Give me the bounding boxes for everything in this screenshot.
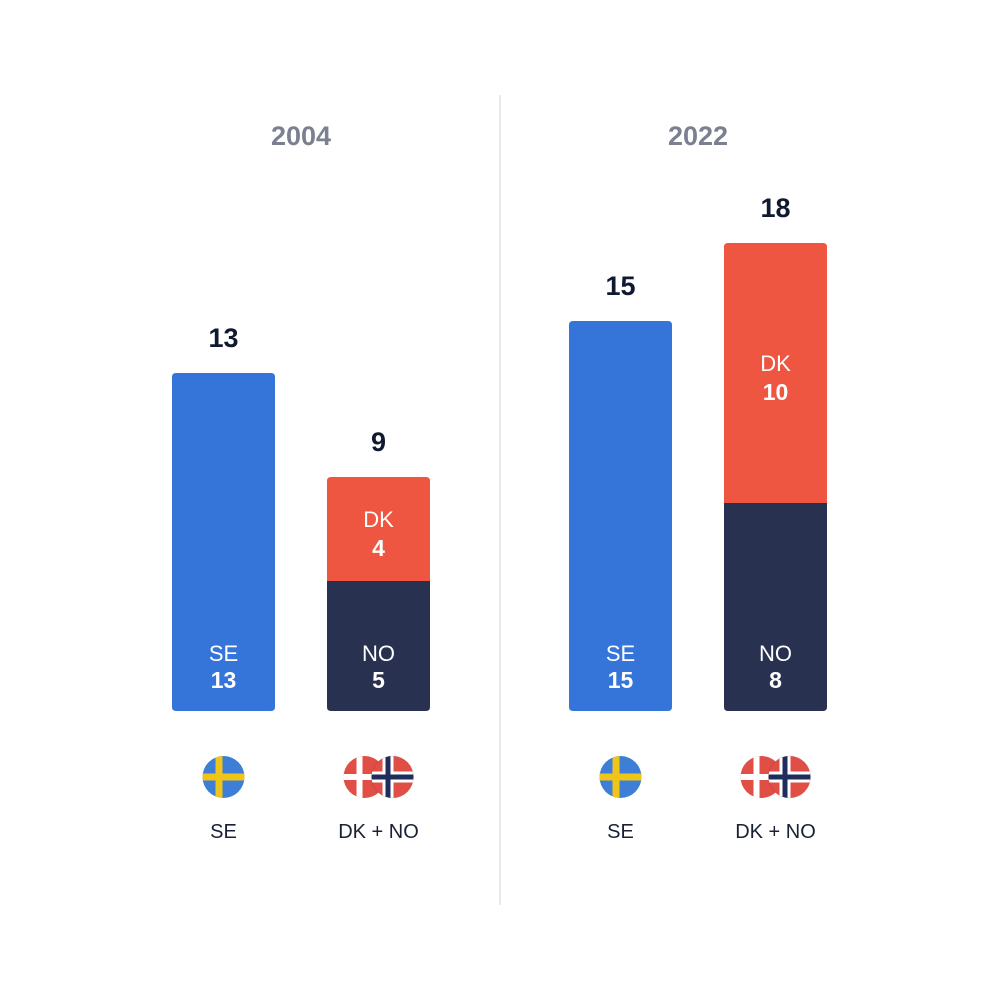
segment-name-label: SE <box>606 641 635 666</box>
sweden-flag-icon <box>202 756 245 798</box>
bar-dk-no: NO5 DK 4 9 DK + NO <box>327 427 430 843</box>
bar-segment-dk <box>724 243 827 503</box>
year-title: 2022 <box>668 121 728 151</box>
bar-segment-se <box>172 373 275 711</box>
category-label: SE <box>607 821 634 843</box>
bar-total-label: 13 <box>208 323 238 353</box>
segment-name-label: NO <box>362 641 395 666</box>
segment-name-label: SE <box>209 641 238 666</box>
norway-flag-icon <box>768 755 811 799</box>
category-label: DK + NO <box>735 821 816 843</box>
bar-segment-se <box>569 321 672 711</box>
norway-flag-icon <box>371 755 414 799</box>
segment-value-label: 10 <box>763 379 789 405</box>
segment-value-label: 4 <box>372 535 385 561</box>
bar-segment-dk <box>327 477 430 581</box>
bar-total-label: 9 <box>371 427 386 457</box>
bar-segment-no <box>724 503 827 711</box>
bar-segment-no <box>327 581 430 711</box>
segment-value-label: 5 <box>372 667 385 693</box>
bar-dk-no: NO8 DK 10 18 DK + NO <box>724 193 827 843</box>
segment-value-label: 15 <box>608 667 634 693</box>
segment-name-label: DK <box>760 351 791 376</box>
sweden-flag-icon <box>599 756 642 798</box>
segment-name-label: NO <box>759 641 792 666</box>
bar-total-label: 18 <box>760 193 790 223</box>
year-title: 2004 <box>271 121 331 151</box>
segment-value-label: 13 <box>211 667 237 693</box>
category-label: SE <box>210 821 237 843</box>
bar-total-label: 15 <box>605 271 635 301</box>
segment-name-label: DK <box>363 507 394 532</box>
segment-value-label: 8 <box>769 667 782 693</box>
category-label: DK + NO <box>338 821 419 843</box>
